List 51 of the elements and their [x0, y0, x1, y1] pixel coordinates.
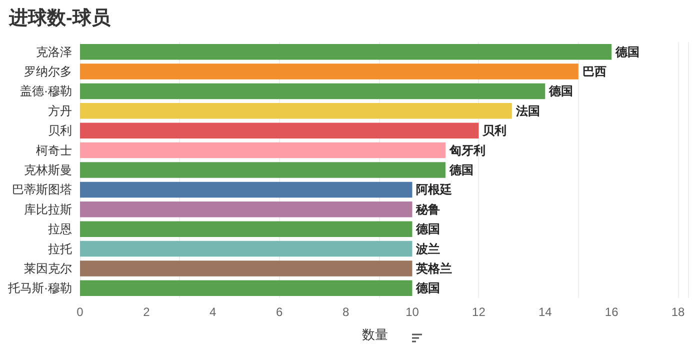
x-tick-label: 8: [342, 305, 350, 319]
annotation: 巴西: [582, 64, 606, 79]
bar: [80, 182, 412, 198]
y-tick-label: 拉托: [48, 242, 72, 256]
annotation: 德国: [448, 163, 474, 177]
y-tick-label: 柯奇士: [36, 143, 72, 158]
y-tick-label: 克林斯曼: [24, 163, 72, 177]
y-tick-label: 托马斯·穆勒: [7, 281, 72, 296]
y-tick-label: 拉恩: [48, 222, 72, 236]
bar: [80, 221, 412, 237]
bar: [80, 44, 612, 60]
x-tick-label: 14: [538, 305, 552, 319]
bar: [80, 240, 412, 257]
x-tick-label: 2: [143, 305, 150, 319]
x-axis-title: 数量: [362, 327, 388, 342]
bar: [80, 280, 412, 296]
y-tick-label: 方丹: [48, 104, 72, 118]
bar: [80, 83, 546, 100]
annotation: 德国: [614, 44, 640, 59]
y-tick-label: 莱因克尔: [24, 261, 72, 276]
x-tick-label: 4: [210, 305, 217, 319]
annotation: 德国: [415, 281, 440, 296]
bar: [80, 103, 512, 119]
bar: [80, 202, 412, 218]
annotation: 英格兰: [415, 261, 452, 276]
annotation: 秘鲁: [415, 202, 440, 216]
annotation: 贝利: [482, 124, 507, 138]
x-tick-label: 0: [76, 305, 84, 319]
y-tick-label: 罗纳尔多: [24, 64, 72, 79]
annotation: 德国: [548, 84, 574, 98]
x-tick-label: 10: [406, 305, 420, 319]
x-tick-label: 18: [671, 305, 686, 319]
y-tick-label: 巴蒂斯图塔: [12, 182, 72, 197]
x-tick-label: 12: [472, 305, 486, 319]
x-tick-label: 6: [276, 305, 283, 319]
x-tick-label: 16: [604, 305, 619, 319]
y-tick-label: 贝利: [48, 124, 72, 138]
bar: [80, 260, 412, 276]
y-tick-label: 盖德·穆勒: [20, 84, 72, 98]
annotation: 德国: [415, 222, 440, 236]
bar: [80, 122, 479, 138]
annotation: 法国: [514, 104, 540, 118]
annotation: 阿根廷: [416, 182, 452, 197]
y-tick-label: 库比拉斯: [24, 202, 72, 216]
annotation: 匈牙利: [448, 143, 486, 158]
bar: [80, 162, 446, 178]
bar: [80, 142, 446, 158]
bar: [80, 64, 578, 80]
chart-title: 进球数-球员: [8, 7, 112, 29]
y-tick-label: 克洛泽: [36, 44, 72, 59]
annotation: 波兰: [415, 242, 440, 256]
